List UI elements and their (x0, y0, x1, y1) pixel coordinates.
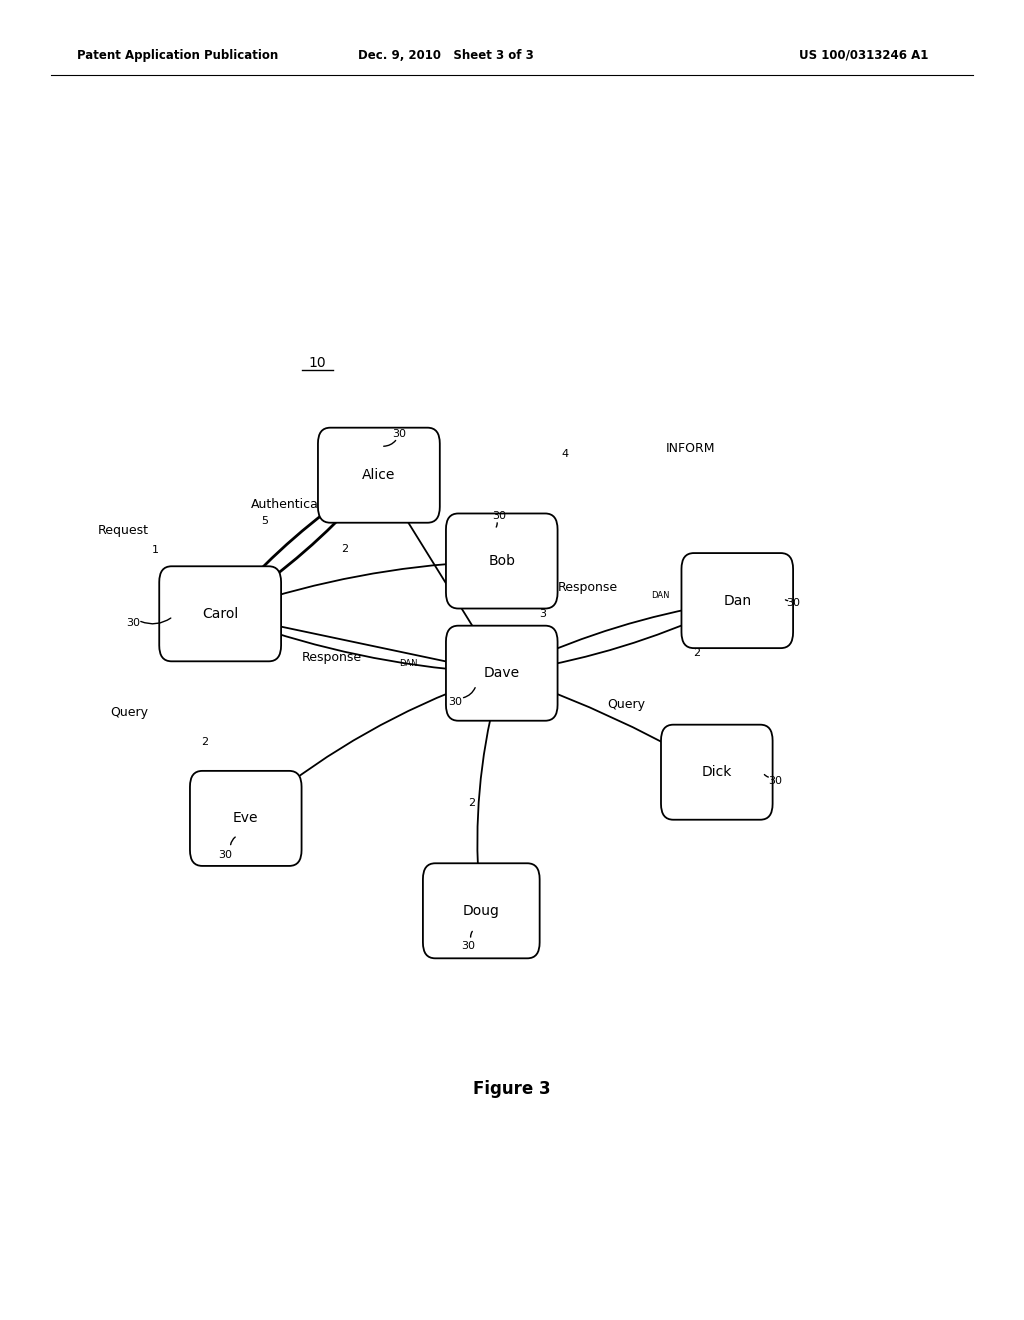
Text: 2: 2 (468, 797, 475, 808)
Text: 4: 4 (561, 449, 568, 459)
Text: Response: Response (302, 651, 362, 664)
Text: 30: 30 (786, 598, 801, 609)
Text: 1: 1 (152, 545, 159, 556)
Text: Eve: Eve (233, 812, 258, 825)
Text: Query: Query (607, 698, 645, 711)
Text: 30: 30 (492, 511, 506, 521)
Text: Response: Response (558, 581, 618, 594)
Text: Dan: Dan (723, 594, 752, 607)
Text: 3: 3 (256, 635, 263, 645)
Text: Figure 3: Figure 3 (473, 1080, 551, 1098)
Text: 30: 30 (768, 776, 782, 787)
Text: 30: 30 (392, 429, 407, 440)
FancyBboxPatch shape (317, 428, 440, 523)
Text: INFORM: INFORM (666, 442, 715, 455)
Text: Carol: Carol (202, 607, 239, 620)
Text: DAN: DAN (399, 660, 418, 668)
Text: 2: 2 (201, 737, 208, 747)
Text: DAN: DAN (651, 591, 670, 599)
Text: US 100/0313246 A1: US 100/0313246 A1 (799, 49, 928, 62)
Text: Authenticate: Authenticate (251, 498, 332, 511)
Text: 3: 3 (540, 609, 547, 619)
FancyBboxPatch shape (190, 771, 301, 866)
Text: Doug: Doug (463, 904, 500, 917)
Text: Patent Application Publication: Patent Application Publication (77, 49, 279, 62)
FancyBboxPatch shape (682, 553, 793, 648)
Text: 2: 2 (693, 648, 700, 659)
Text: Dec. 9, 2010   Sheet 3 of 3: Dec. 9, 2010 Sheet 3 of 3 (357, 49, 534, 62)
Text: Alice: Alice (362, 469, 395, 482)
Text: Dick: Dick (701, 766, 732, 779)
Text: Dave: Dave (483, 667, 520, 680)
Text: 30: 30 (126, 618, 140, 628)
Text: 30: 30 (461, 941, 475, 952)
Text: Request: Request (97, 524, 148, 537)
Text: 5: 5 (261, 516, 268, 527)
Text: 30: 30 (449, 697, 463, 708)
Text: Query: Query (111, 706, 148, 719)
FancyBboxPatch shape (423, 863, 540, 958)
FancyBboxPatch shape (446, 513, 557, 609)
FancyBboxPatch shape (662, 725, 772, 820)
Text: 2: 2 (660, 734, 668, 744)
FancyBboxPatch shape (446, 626, 557, 721)
Text: 10: 10 (308, 355, 327, 370)
Text: 30: 30 (218, 850, 232, 861)
FancyBboxPatch shape (159, 566, 281, 661)
Text: Bob: Bob (488, 554, 515, 568)
Text: 2: 2 (341, 544, 348, 554)
